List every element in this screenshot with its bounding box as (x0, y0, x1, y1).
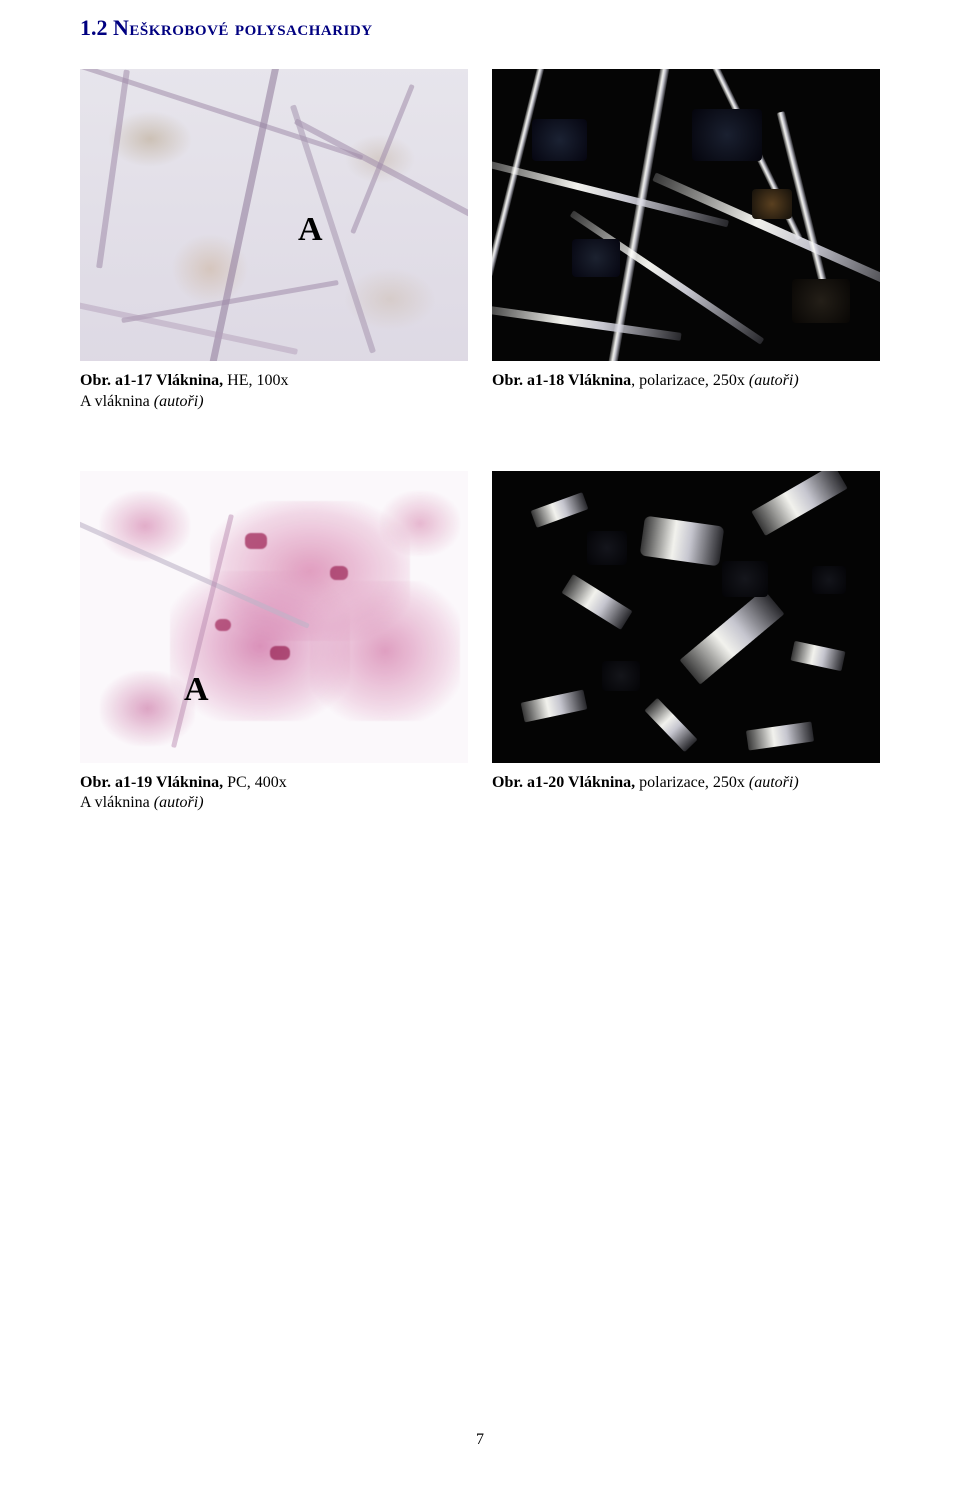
caption-plain: , polarizace, 250x (631, 372, 749, 389)
caption-plain: polarizace, 250x (635, 774, 749, 791)
micrograph-image: A (80, 471, 468, 763)
figure-a1-20 (492, 471, 880, 763)
caption-line2-prefix: A vláknina (80, 393, 154, 410)
caption-row-1: Obr. a1-17 Vláknina, HE, 100x A vláknina… (80, 371, 880, 413)
figure-row-1: A (80, 69, 880, 361)
caption-a1-20: Obr. a1-20 Vláknina, polarizace, 250x (a… (492, 773, 880, 815)
page-number: 7 (0, 1431, 960, 1449)
micrograph-image: A (80, 69, 468, 361)
micrograph-image (492, 69, 880, 361)
caption-italic: (autoři) (749, 372, 799, 389)
caption-bold: Obr. a1-20 Vláknina, (492, 774, 635, 791)
micrograph-image (492, 471, 880, 763)
caption-italic: (autoři) (749, 774, 799, 791)
section-number: 1.2 (80, 15, 108, 40)
figure-a1-18 (492, 69, 880, 361)
caption-a1-19: Obr. a1-19 Vláknina, PC, 400x A vláknina… (80, 773, 468, 815)
caption-line2-italic: (autoři) (154, 794, 204, 811)
caption-plain: HE, 100x (223, 372, 288, 389)
caption-a1-18: Obr. a1-18 Vláknina, polarizace, 250x (a… (492, 371, 880, 413)
section-heading: 1.2 Neškrobové polysacharidy (80, 15, 880, 41)
caption-a1-17: Obr. a1-17 Vláknina, HE, 100x A vláknina… (80, 371, 468, 413)
caption-plain: PC, 400x (223, 774, 287, 791)
caption-bold: Obr. a1-18 Vláknina (492, 372, 631, 389)
caption-line2-prefix: A vláknina (80, 794, 154, 811)
figure-a1-17: A (80, 69, 468, 361)
section-title: Neškrobové polysacharidy (113, 15, 373, 40)
caption-line2-italic: (autoři) (154, 393, 204, 410)
overlay-label-a: A (184, 671, 209, 709)
caption-bold: Obr. a1-17 Vláknina, (80, 372, 223, 389)
figure-row-2: A (80, 471, 880, 763)
caption-bold: Obr. a1-19 Vláknina, (80, 774, 223, 791)
overlay-label-a: A (298, 211, 323, 249)
caption-row-2: Obr. a1-19 Vláknina, PC, 400x A vláknina… (80, 773, 880, 815)
figure-a1-19: A (80, 471, 468, 763)
